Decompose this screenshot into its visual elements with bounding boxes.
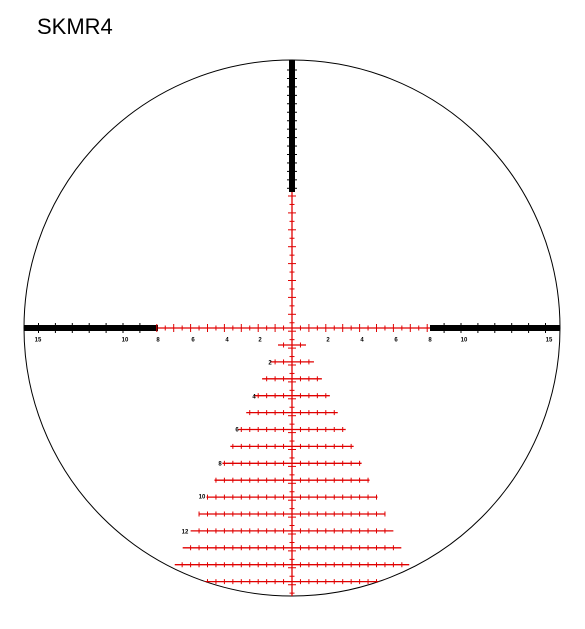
reticle: 15 10 8 6 4 2 2 4 6 8 10 15 2 4 6 8 10 12 <box>24 60 560 596</box>
vertical-label: 10 <box>199 495 206 501</box>
title: SKMR4 <box>37 14 113 39</box>
vertical-label: 4 <box>252 395 256 401</box>
horizontal-label: 10 <box>122 338 129 344</box>
horizontal-label: 6 <box>394 338 398 344</box>
vertical-label: 6 <box>235 428 239 434</box>
horizontal-label: 4 <box>225 338 229 344</box>
horizontal-label: 8 <box>156 338 160 344</box>
left-post <box>24 325 158 331</box>
horizontal-label: 6 <box>191 338 195 344</box>
right-post <box>430 325 560 331</box>
vertical-label: 12 <box>182 530 189 536</box>
horizontal-label: 10 <box>461 338 468 344</box>
horizontal-label: 2 <box>258 338 262 344</box>
vertical-label: 8 <box>218 462 222 468</box>
top-post <box>289 60 295 192</box>
vertical-label: 2 <box>268 361 272 367</box>
horizontal-label: 4 <box>360 338 364 344</box>
horizontal-label: 15 <box>35 338 42 344</box>
horizontal-label: 2 <box>326 338 330 344</box>
horizontal-label: 15 <box>546 338 553 344</box>
horizontal-label: 8 <box>428 338 432 344</box>
